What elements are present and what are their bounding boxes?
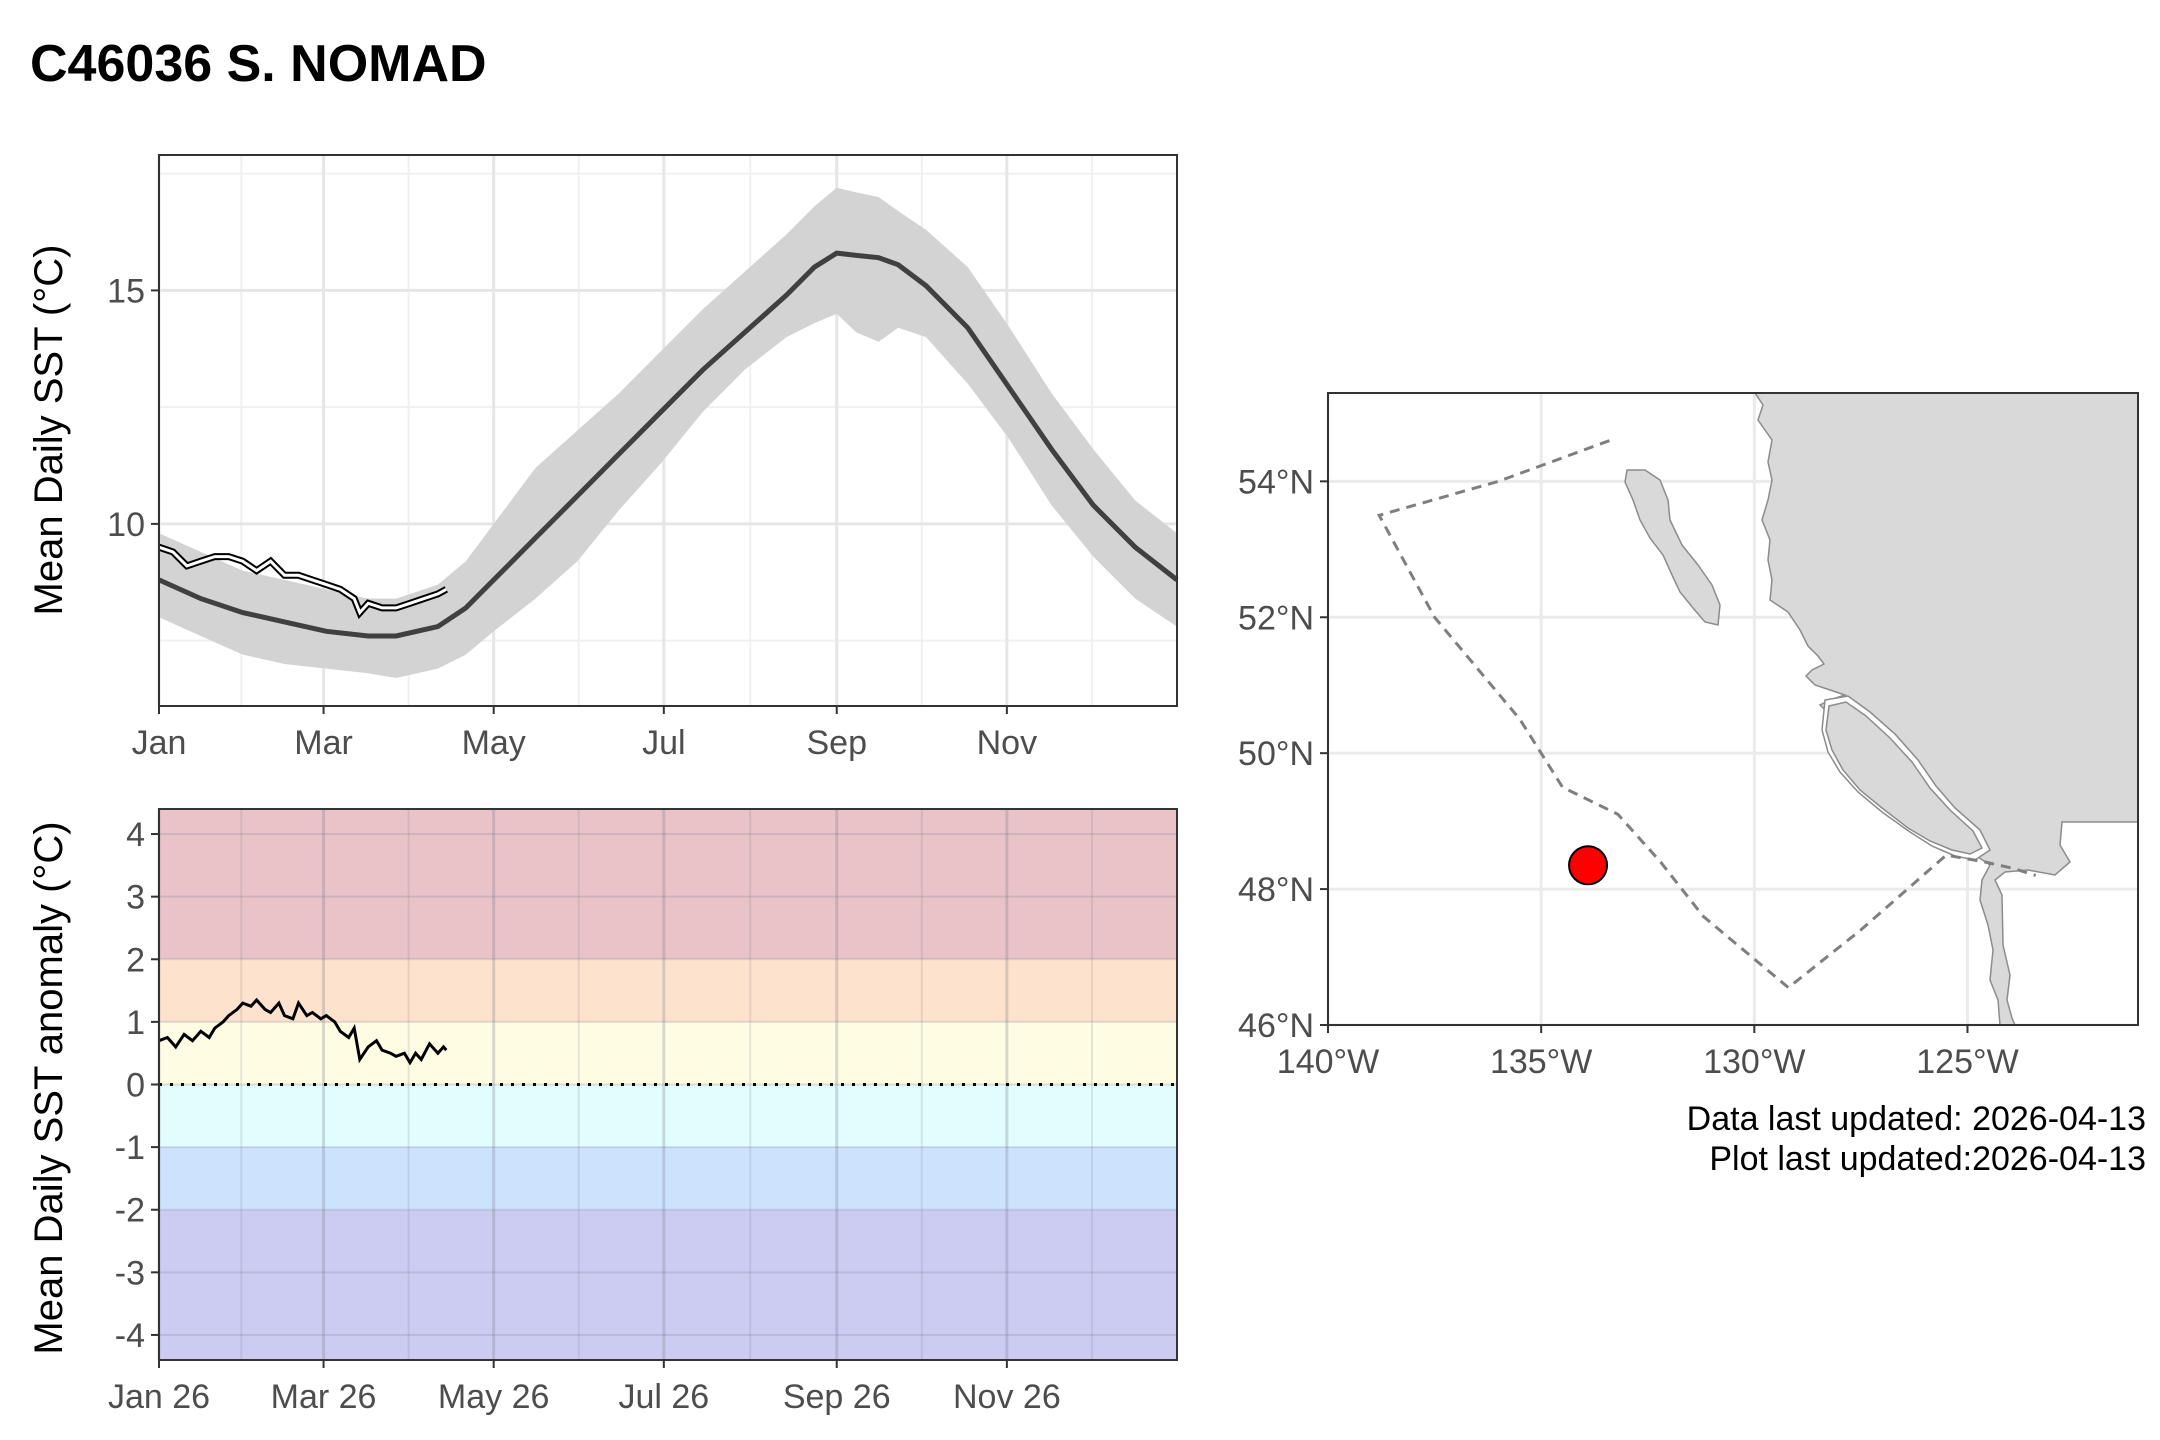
map-x-tick-label: 125°W (1916, 1043, 2018, 1081)
anomaly-line (158, 997, 448, 1066)
climatology-mean-line (157, 250, 1179, 639)
climatology-ribbon (159, 187, 1177, 678)
sst-x-tick-label: Mar (294, 724, 353, 762)
anomaly-bands (159, 809, 1177, 1360)
anomaly-y-tick-label: -1 (115, 1129, 145, 1167)
anomaly-x-tick-label: May 26 (438, 1378, 550, 1416)
map-y-tick-label: 50°N (1238, 735, 1314, 773)
sst-y-tick-label: 10 (107, 506, 145, 544)
sst-panel: Jan Mar May Jul Sep Nov 10 15 Mean Daily SST (°… (27, 154, 1179, 762)
map-panel-border (1327, 392, 2139, 1026)
anomaly-x-tick-label: Nov 26 (953, 1378, 1061, 1416)
anomaly-band (159, 1147, 1177, 1210)
anomaly-x-tick-label: Jan 26 (108, 1378, 210, 1416)
anomaly-band (159, 1209, 1177, 1360)
anomaly-y-tick-label: 1 (126, 1004, 145, 1042)
map-y-tick-label: 54°N (1238, 463, 1314, 501)
map-y-tick-label: 46°N (1238, 1007, 1314, 1045)
anomaly-x-tick-label: Sep 26 (783, 1378, 891, 1416)
sst-y-axis-label: Mean Daily SST (°C) (27, 245, 71, 616)
anomaly-y-tick-label: 4 (126, 816, 145, 854)
anomaly-x-tick-label: Mar 26 (271, 1378, 377, 1416)
map-axis-ticks: 140°W 135°W 130°W 125°W 46°N 48°N 50°N 52°N 54°N (1238, 463, 2019, 1081)
anomaly-band (159, 1021, 1177, 1085)
sst-y-tick-label: 15 (107, 272, 145, 310)
station-marker (1568, 845, 1609, 886)
observed-line (158, 545, 448, 616)
sst-axis-ticks: Jan Mar May Jul Sep Nov 10 15 (107, 272, 1037, 762)
anomaly-y-tick-label: 0 (126, 1067, 145, 1105)
anomaly-band (159, 809, 1177, 960)
map-x-tick-label: 135°W (1490, 1043, 1592, 1081)
sst-x-tick-label: Jan (132, 724, 187, 762)
anomaly-x-tick-label: Jul 26 (618, 1378, 709, 1416)
sst-x-tick-label: May (462, 724, 526, 762)
anomaly-band (159, 1084, 1177, 1148)
vancouver-island-land (1825, 701, 1984, 855)
data-updated-note: Data last updated: 2026-04-13 (1686, 1100, 2146, 1138)
anomaly-y-tick-label: -2 (115, 1192, 145, 1230)
plot-updated-note: Plot last updated:2026-04-13 (1709, 1140, 2146, 1178)
anomaly-y-tick-label: -3 (115, 1254, 145, 1292)
page-title: C46036 S. NOMAD (30, 35, 487, 93)
anomaly-y-tick-label: 3 (126, 879, 145, 917)
anomaly-y-tick-label: 2 (126, 941, 145, 979)
anomaly-axis-ticks: Jan 26 Mar 26 May 26 Jul 26 Sep 26 Nov 26 4 3 2 1… (108, 816, 1061, 1416)
anomaly-y-axis-label: Mean Daily SST anomaly (°C) (27, 821, 71, 1354)
map-y-tick-label: 48°N (1238, 871, 1314, 909)
sst-x-tick-label: Jul (642, 724, 685, 762)
sst-x-tick-label: Nov (977, 724, 1037, 762)
sst-panel-border (158, 154, 1178, 707)
region-boundary-line (1376, 439, 2037, 990)
map-x-tick-label: 140°W (1277, 1043, 1379, 1081)
anomaly-band (159, 959, 1177, 1022)
location-map: 140°W 135°W 130°W 125°W 46°N 48°N 50°N 52°N 54°N (1238, 392, 2139, 1081)
haida-gwaii-island (1624, 469, 1721, 626)
map-x-tick-label: 130°W (1703, 1043, 1805, 1081)
anomaly-y-tick-label: -4 (115, 1317, 145, 1355)
map-y-tick-label: 52°N (1238, 599, 1314, 637)
anomaly-panel: Jan 26 Mar 26 May 26 Jul 26 Sep 26 Nov 26 4 3 2 1… (27, 808, 1178, 1416)
sst-x-tick-label: Sep (806, 724, 867, 762)
